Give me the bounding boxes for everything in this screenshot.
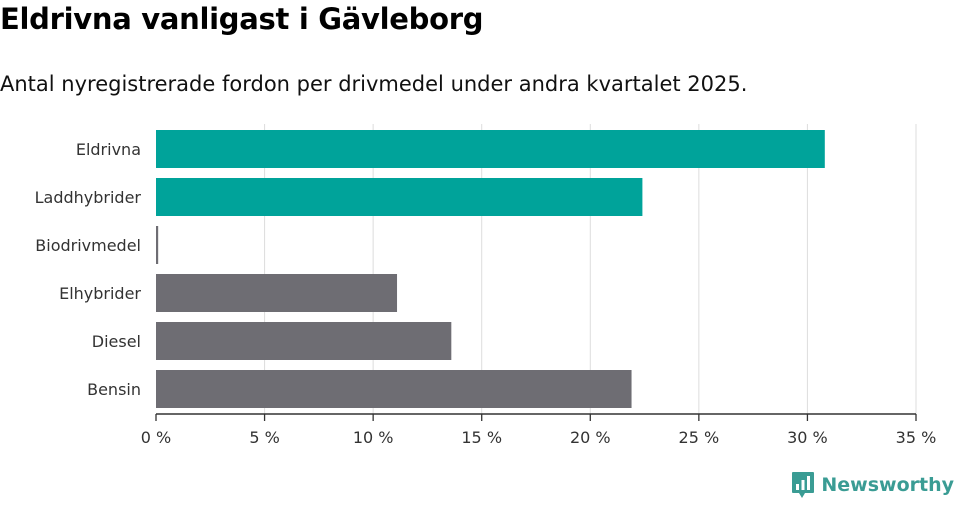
x-tick-label: 5 % (249, 428, 279, 447)
x-tick-label: 30 % (787, 428, 828, 447)
x-tick-label: 10 % (353, 428, 394, 447)
bars (156, 130, 825, 408)
gridlines (264, 124, 917, 414)
bar-elhybrider (156, 274, 398, 312)
bar-laddhybrider (156, 178, 643, 216)
category-label: Laddhybrider (35, 188, 142, 207)
category-label: Bensin (87, 380, 141, 399)
bar-bensin (156, 370, 632, 408)
chart-subtitle: Antal nyregistrerade fordon per drivmede… (0, 72, 748, 96)
x-tick-label: 25 % (679, 428, 720, 447)
bar-eldrivna (156, 130, 825, 168)
category-labels: Eldrivna Laddhybrider Biodrivmedel Elhybrid… (35, 140, 142, 399)
category-label: Biodrivmedel (35, 236, 141, 255)
bar-biodrivmedel (156, 226, 159, 264)
x-axis: 0 % 5 % 10 % 15 % 20 % 25 % 30 % 35 % (141, 413, 937, 447)
newsworthy-logo-icon (792, 472, 815, 498)
x-tick-label: 15 % (461, 428, 502, 447)
chart-title: Eldrivna vanligast i Gävleborg (0, 2, 484, 36)
brand-logo: Newsworthy (791, 471, 954, 499)
category-label: Elhybrider (59, 284, 141, 303)
x-tick-label: 0 % (141, 428, 171, 447)
bar-diesel (156, 322, 452, 360)
category-label: Diesel (92, 332, 141, 351)
x-tick-label: 20 % (570, 428, 611, 447)
brand-name: Newsworthy (821, 474, 954, 496)
x-tick-label: 35 % (896, 428, 937, 447)
category-label: Eldrivna (76, 140, 141, 159)
